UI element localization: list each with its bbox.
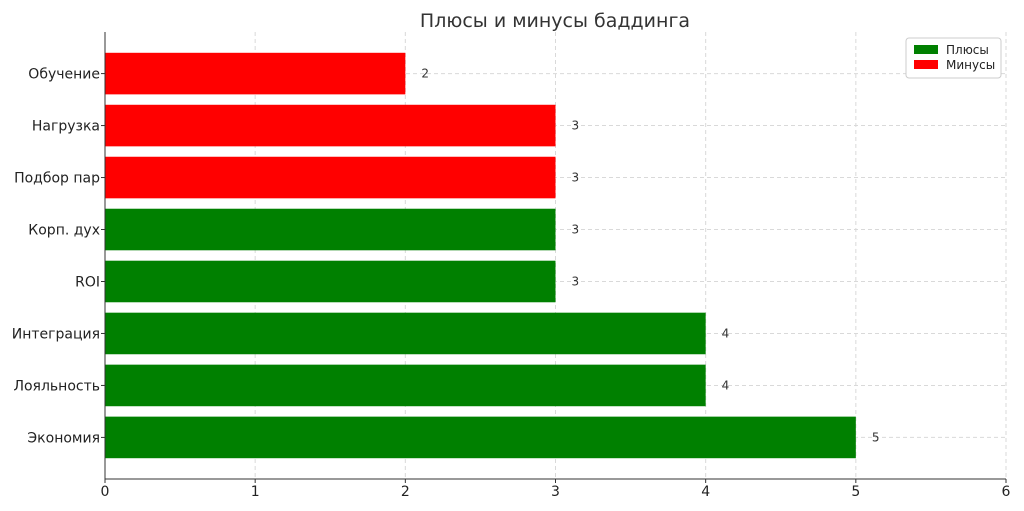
x-tick-label: 0	[101, 484, 110, 500]
bar-value-label: 3	[572, 274, 580, 288]
bar	[105, 364, 706, 407]
bar	[105, 260, 556, 303]
category-label: Лояльность	[13, 378, 100, 394]
legend-swatch	[914, 60, 938, 69]
category-label: ROI	[75, 274, 100, 290]
bar	[105, 208, 556, 251]
bar-value-label: 4	[722, 326, 730, 340]
bar	[105, 156, 556, 199]
bar	[105, 416, 856, 459]
bar	[105, 312, 706, 355]
bar	[105, 52, 406, 95]
bar-value-label: 3	[572, 171, 580, 185]
category-label: Экономия	[27, 430, 100, 446]
x-tick-label: 6	[1002, 484, 1011, 500]
legend-label: Минусы	[946, 58, 995, 72]
x-tick-label: 2	[401, 484, 410, 500]
category-label: Обучение	[28, 67, 100, 83]
bar-value-label: 5	[872, 430, 880, 444]
x-tick-label: 4	[701, 484, 710, 500]
x-tick-label: 5	[851, 484, 860, 500]
legend-label: Плюсы	[946, 43, 989, 57]
bar-value-label: 2	[421, 67, 429, 81]
bars: 5 4 4 3 3 3 3 2	[105, 52, 880, 459]
axes: 0 1 2 3 4 5 6 Экономия Лояльность Интеграция ROI Ко…	[12, 32, 1011, 500]
category-label: Интеграция	[12, 326, 100, 342]
bar-value-label: 3	[572, 119, 580, 133]
grid	[104, 32, 1007, 479]
chart-title: Плюсы и минусы баддинга	[420, 10, 690, 32]
bar	[105, 104, 556, 147]
category-label: Подбор пар	[14, 171, 100, 187]
category-label: Нагрузка	[32, 119, 100, 135]
x-tick-label: 1	[251, 484, 260, 500]
category-label: Корп. дух	[28, 223, 100, 239]
bar-value-label: 4	[722, 378, 730, 392]
x-tick-label: 3	[551, 484, 560, 500]
bar-value-label: 3	[572, 223, 580, 237]
legend-swatch	[914, 45, 938, 54]
